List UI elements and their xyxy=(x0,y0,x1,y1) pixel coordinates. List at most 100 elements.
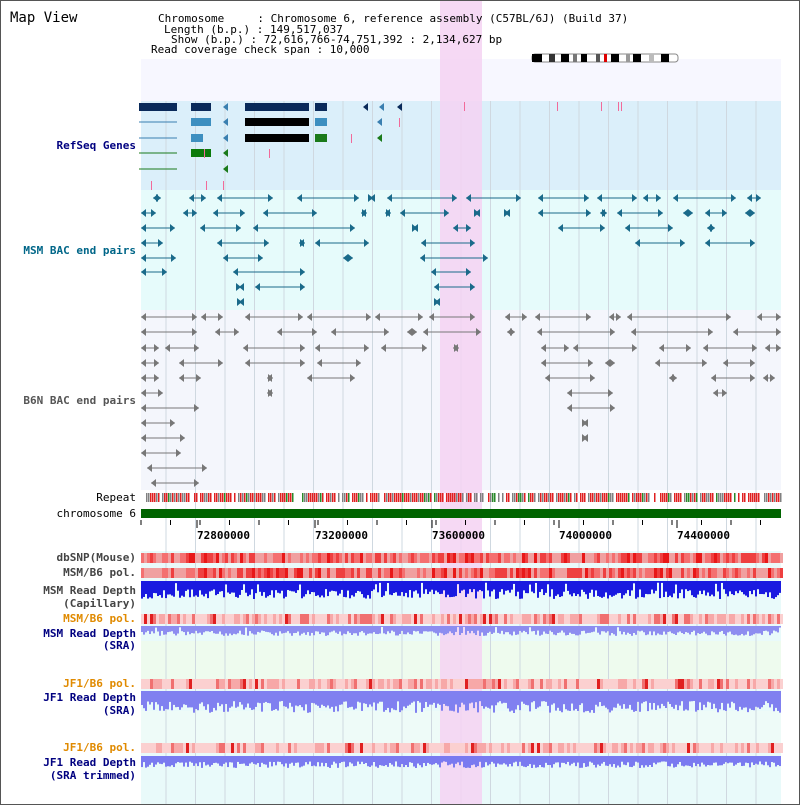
depth-bar xyxy=(231,626,233,636)
heatmap-cell xyxy=(195,614,198,624)
heatmap-cell xyxy=(762,743,765,753)
depth-bar xyxy=(537,626,539,631)
depth-bar xyxy=(265,581,267,598)
heatmap-cell xyxy=(351,743,354,753)
repeat-segment xyxy=(466,493,468,502)
heatmap-cell xyxy=(447,553,450,563)
repeat-segment xyxy=(614,493,616,502)
heatmap-cell xyxy=(708,553,711,563)
depth-bar xyxy=(703,756,705,765)
heatmap-cell xyxy=(267,743,270,753)
heatmap-cell xyxy=(771,614,774,624)
refseq-track-label[interactable]: RefSeq Genes xyxy=(56,139,136,152)
heatmap-cell xyxy=(477,568,480,578)
heatmap-cell xyxy=(540,568,543,578)
bac-end xyxy=(731,194,736,202)
heatmap-cell xyxy=(744,743,747,753)
heatmap-cell xyxy=(477,743,480,753)
heatmap-cell xyxy=(348,614,351,624)
depth-bar xyxy=(489,581,491,597)
heatmap-cell xyxy=(582,679,585,689)
heatmap-cell xyxy=(162,743,165,753)
depth-bar xyxy=(335,756,337,764)
depth-bar xyxy=(321,691,323,705)
heatmap-cell xyxy=(159,568,162,578)
heatmap-cell xyxy=(561,743,564,753)
jf1-pol-track-label-2[interactable]: JF1/B6 pol. xyxy=(63,741,136,754)
depth-bar xyxy=(579,581,581,597)
heatmap-cell xyxy=(300,568,303,578)
depth-bar xyxy=(505,581,507,591)
depth-bar xyxy=(475,691,477,703)
bac-end xyxy=(605,359,610,367)
depth-bar xyxy=(301,626,303,634)
depth-bar xyxy=(529,626,531,628)
heatmap-cell xyxy=(342,614,345,624)
repeat-segment xyxy=(584,493,586,502)
depth-bar xyxy=(379,756,381,766)
heatmap-cell xyxy=(534,614,537,624)
repeat-segment xyxy=(772,493,774,502)
depth-bar xyxy=(167,691,169,710)
bac-end xyxy=(453,224,458,232)
depth-bar xyxy=(317,756,319,763)
msm-pol-track-label[interactable]: MSM/B6 pol. xyxy=(63,566,136,579)
depth-bar xyxy=(731,756,733,763)
gene-block xyxy=(245,134,309,142)
depth-bar xyxy=(211,691,213,712)
depth-bar xyxy=(509,756,511,764)
depth-bar xyxy=(221,626,223,635)
jf1-depth-sra-label[interactable]: JF1 Read Depth xyxy=(43,691,136,704)
heatmap-cell xyxy=(612,614,615,624)
heatmap-cell xyxy=(753,614,756,624)
heatmap-cell xyxy=(396,568,399,578)
depth-bar xyxy=(707,691,709,702)
heatmap-cell xyxy=(639,568,642,578)
bac-end xyxy=(141,419,146,427)
repeat-segment xyxy=(254,493,256,502)
heatmap-cell xyxy=(696,614,699,624)
dbsnp-track-label[interactable]: dbSNP(Mouse) xyxy=(56,551,136,564)
jf1-pol-track-label[interactable]: JF1/B6 pol. xyxy=(63,677,136,690)
depth-bar xyxy=(585,626,587,634)
bac-end xyxy=(541,359,546,367)
jf1-depth-trimmed-label[interactable]: JF1 Read Depth xyxy=(43,756,136,769)
heatmap-cell xyxy=(414,679,417,689)
b6n-bac-track-label[interactable]: B6N BAC end pairs xyxy=(23,394,136,407)
heatmap-cell xyxy=(252,679,255,689)
depth-bar xyxy=(733,626,735,636)
repeat-segment xyxy=(680,493,682,502)
repeat-segment xyxy=(780,493,782,502)
heatmap-cell xyxy=(507,614,510,624)
heatmap-cell xyxy=(585,568,588,578)
msm-depth-sra-label[interactable]: MSM Read Depth xyxy=(43,627,136,640)
heatmap-cell xyxy=(585,553,588,563)
repeat-segment xyxy=(694,493,696,502)
depth-bar xyxy=(569,691,571,711)
heatmap-cell xyxy=(540,679,543,689)
depth-bar xyxy=(377,756,379,768)
repeat-segment xyxy=(210,493,212,502)
depth-bar xyxy=(605,626,607,633)
heatmap-cell xyxy=(405,743,408,753)
repeat-segment xyxy=(710,493,712,502)
bac-end xyxy=(608,389,613,397)
depth-bar xyxy=(661,581,663,583)
depth-bar xyxy=(745,626,747,635)
depth-bar xyxy=(669,691,671,705)
heatmap-cell xyxy=(216,614,219,624)
msm-pol-track-label-2[interactable]: MSM/B6 pol. xyxy=(63,612,136,625)
heatmap-cell xyxy=(312,568,315,578)
depth-bar xyxy=(531,756,533,768)
depth-bar xyxy=(471,626,473,631)
depth-bar xyxy=(727,756,729,764)
bac-end xyxy=(243,344,248,352)
heatmap-cell xyxy=(459,568,462,578)
msm-depth-capillary-label[interactable]: MSM Read Depth xyxy=(43,584,136,597)
msm-bac-track-label[interactable]: MSM BAC end pairs xyxy=(23,244,136,257)
heatmap-cell xyxy=(270,553,273,563)
depth-bar xyxy=(709,756,711,766)
heatmap-cell xyxy=(690,679,693,689)
depth-bar xyxy=(209,581,211,592)
